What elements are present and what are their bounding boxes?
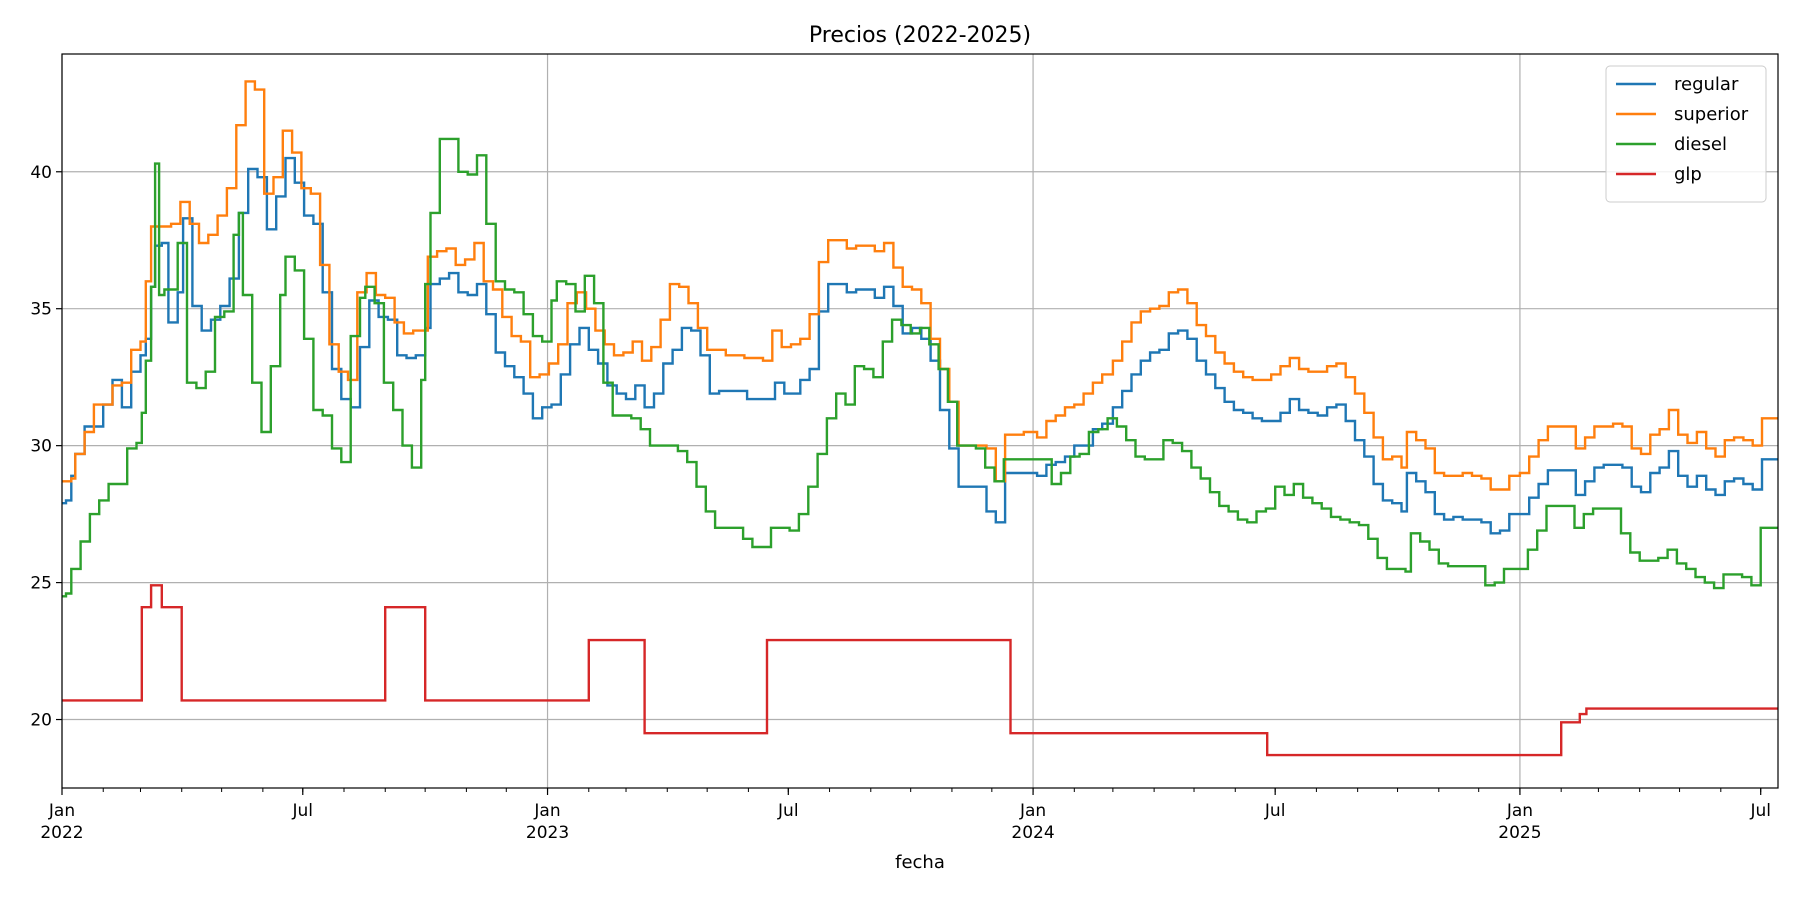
x-axis-title: fecha (895, 852, 945, 873)
series-lines (62, 80, 1778, 757)
x-tick-year-label: 2022 (40, 823, 83, 843)
x-tick-label: Jul (777, 801, 799, 821)
x-tick-label: Jul (1264, 801, 1286, 821)
plot-frame (61, 53, 1779, 789)
legend-label: regular (1674, 74, 1739, 95)
series-line-superior (62, 80, 1778, 491)
legend-label: diesel (1674, 134, 1727, 155)
y-tick-label: 25 (30, 574, 52, 594)
x-tick-label: Jul (1749, 801, 1771, 821)
x-tick-label: Jan (1019, 801, 1046, 821)
x-tick-label: Jan (1506, 801, 1533, 821)
series-line-glp (62, 584, 1778, 757)
x-tick-label: Jan (48, 801, 75, 821)
legend-label: superior (1674, 104, 1749, 125)
legend-box (1605, 65, 1767, 203)
y-tick-label: 20 (30, 711, 52, 731)
y-tick-label: 30 (30, 437, 52, 457)
x-tick-label: Jan (533, 801, 560, 821)
x-tick-year-label: 2023 (526, 823, 569, 843)
x-tick-label: Jul (292, 801, 314, 821)
legend: regular superior diesel glp (1605, 65, 1767, 203)
chart-title: Precios (2022-2025) (809, 23, 1031, 48)
x-tick-year-label: 2025 (1498, 823, 1541, 843)
legend-label: glp (1674, 164, 1702, 185)
x-tick-year-label: 2024 (1011, 823, 1054, 843)
y-tick-label: 35 (30, 300, 52, 320)
y-tick-label: 40 (30, 163, 52, 183)
series-line-diesel (62, 137, 1778, 598)
y-axis: 20 25 30 35 40 (30, 163, 62, 731)
